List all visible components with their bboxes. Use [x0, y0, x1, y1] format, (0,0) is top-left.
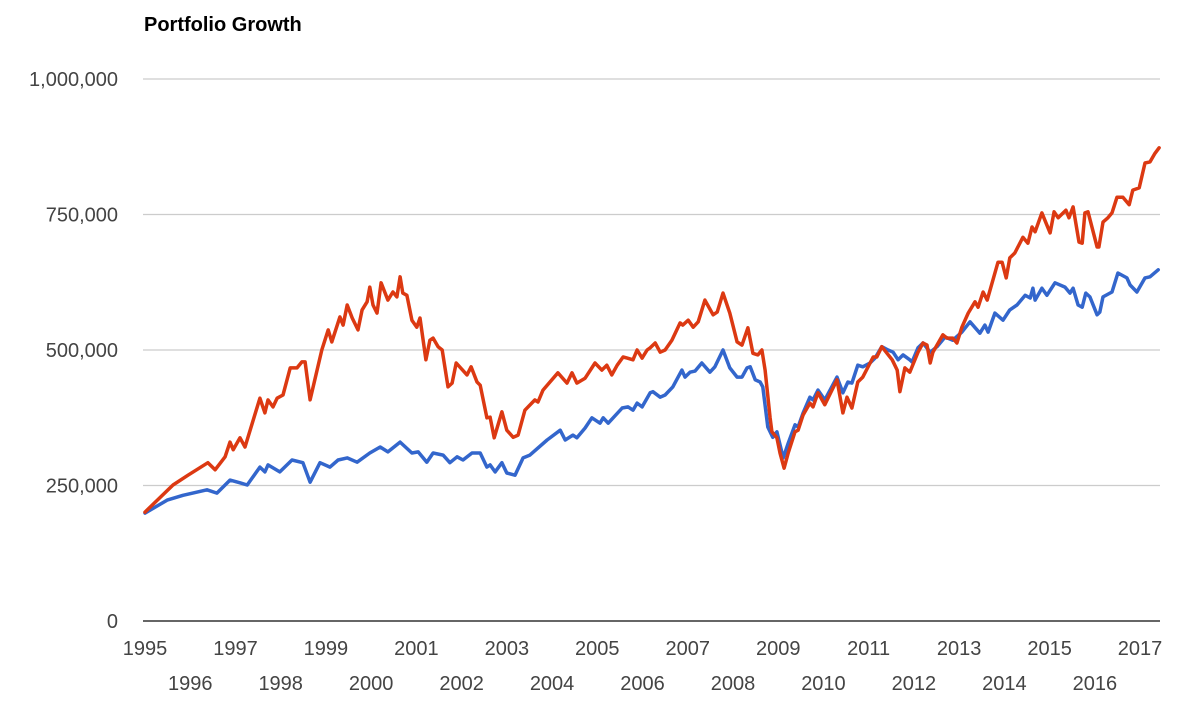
- y-tick-label: 500,000: [46, 340, 118, 362]
- x-tick-label: 1996: [168, 673, 213, 695]
- x-tick-label: 1999: [304, 638, 349, 660]
- series-line-2: [143, 146, 1161, 514]
- x-tick-label: 2001: [394, 638, 439, 660]
- x-tick-label: 2007: [666, 638, 711, 660]
- x-tick-label: 2010: [801, 673, 846, 695]
- y-axis-ticks: 0 250,000 500,000 750,000 1,000,000: [29, 69, 118, 633]
- gridlines: [143, 78, 1160, 622]
- x-axis-ticks: 1995199619971998199920002001200220032004…: [123, 638, 1163, 695]
- x-tick-label: 2004: [530, 673, 575, 695]
- x-tick-label: 2003: [485, 638, 530, 660]
- x-tick-label: 1997: [213, 638, 258, 660]
- y-tick-label: 0: [107, 611, 118, 633]
- x-tick-label: 2002: [439, 673, 484, 695]
- series-line-1: [143, 268, 1160, 515]
- x-tick-label: 2015: [1027, 638, 1072, 660]
- x-tick-label: 2000: [349, 673, 394, 695]
- y-tick-label: 1,000,000: [29, 69, 118, 91]
- x-tick-label: 2005: [575, 638, 620, 660]
- x-tick-label: 2014: [982, 673, 1027, 695]
- x-tick-label: 2013: [937, 638, 982, 660]
- x-tick-label: 2008: [711, 673, 756, 695]
- series-lines: [143, 146, 1161, 515]
- x-tick-label: 2016: [1073, 673, 1118, 695]
- x-tick-label: 2009: [756, 638, 801, 660]
- y-tick-label: 750,000: [46, 205, 118, 227]
- chart-title: Portfolio Growth: [144, 14, 302, 36]
- x-tick-label: 2006: [620, 673, 665, 695]
- x-tick-label: 1998: [258, 673, 303, 695]
- x-tick-label: 2011: [847, 638, 890, 660]
- x-tick-label: 2012: [892, 673, 937, 695]
- x-tick-label: 1995: [123, 638, 168, 660]
- y-tick-label: 250,000: [46, 476, 118, 498]
- x-tick-label: 2017: [1118, 638, 1163, 660]
